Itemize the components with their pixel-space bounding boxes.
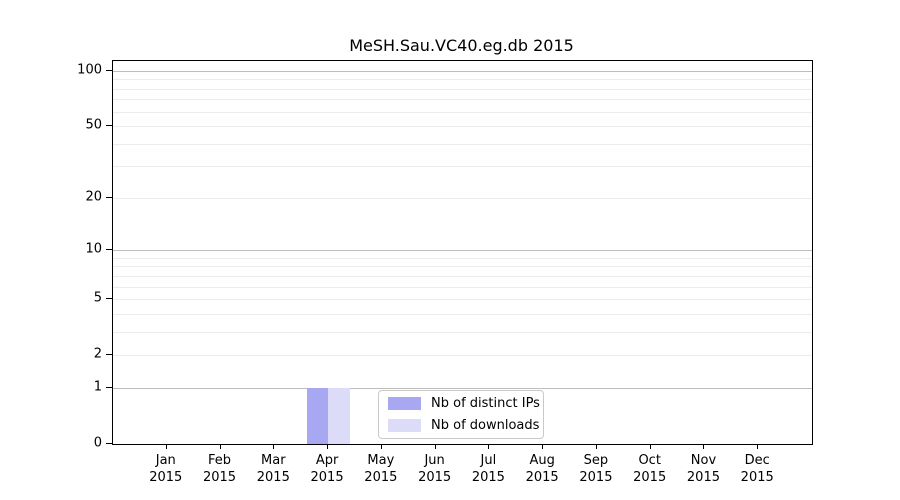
x-tick-year: 2015 [149, 470, 183, 485]
x-tick-label: Jun 2015 [418, 452, 451, 486]
legend-item: Nb of distinct IPs [388, 396, 540, 411]
x-tick-month: Nov [690, 453, 717, 468]
minor-gridline [113, 313, 812, 315]
legend: Nb of distinct IPs Nb of downloads [378, 390, 544, 439]
x-tick-label: Nov 2015 [687, 452, 720, 486]
y-tick-label: 2 [93, 346, 102, 362]
x-tick-year: 2015 [579, 470, 613, 485]
minor-gridline [113, 79, 812, 81]
legend-swatch [388, 419, 421, 432]
x-tick-label: Apr 2015 [311, 452, 344, 486]
minor-gridline [113, 99, 812, 101]
x-tick-month: Sep [583, 453, 609, 468]
x-tick-mark [327, 444, 329, 449]
x-tick-year: 2015 [256, 470, 290, 485]
x-tick-label: Mar 2015 [257, 452, 290, 486]
y-tick-mark [106, 354, 112, 356]
bar-downloads [328, 387, 350, 444]
y-tick-label: 5 [93, 290, 102, 306]
minor-gridline [113, 266, 812, 268]
x-tick-mark [434, 444, 436, 449]
y-tick-mark [106, 69, 112, 71]
y-tick-mark [106, 196, 112, 198]
legend-swatch [388, 397, 421, 410]
minor-gridline [113, 331, 812, 333]
x-tick-month: May [367, 453, 395, 468]
y-tick-label: 1 [93, 379, 102, 395]
x-tick-year: 2015 [686, 470, 720, 485]
x-tick-label: Jan 2015 [149, 452, 182, 486]
x-tick-label: May 2015 [364, 452, 397, 486]
minor-gridline [113, 166, 812, 168]
x-tick-year: 2015 [740, 470, 774, 485]
y-tick-label: 0 [93, 435, 102, 451]
x-tick-month: Oct [638, 453, 661, 468]
x-tick-month: Mar [261, 453, 286, 468]
y-tick-mark [106, 249, 112, 251]
x-tick-month: Aug [529, 453, 555, 468]
x-tick-mark [165, 444, 167, 449]
y-tick-label: 50 [85, 117, 102, 133]
x-tick-year: 2015 [633, 470, 667, 485]
x-tick-label: Jul 2015 [472, 452, 505, 486]
y-tick-mark [106, 125, 112, 127]
minor-gridline [113, 275, 812, 277]
y-tick-label: 20 [85, 189, 102, 205]
minor-gridline [113, 197, 812, 199]
x-tick-year: 2015 [471, 470, 505, 485]
x-tick-mark [595, 444, 597, 449]
x-tick-label: Aug 2015 [526, 452, 559, 486]
x-tick-mark [380, 444, 382, 449]
x-tick-mark [273, 444, 275, 449]
x-tick-mark [649, 444, 651, 449]
x-tick-month: Apr [315, 453, 339, 468]
minor-gridline [113, 143, 812, 145]
x-tick-year: 2015 [525, 470, 559, 485]
x-tick-mark [757, 444, 759, 449]
y-tick-mark [106, 298, 112, 300]
legend-item: Nb of downloads [388, 418, 539, 433]
major-gridline [113, 70, 812, 72]
chart-title: MeSH.Sau.VC40.eg.db 2015 [349, 36, 574, 55]
x-tick-label: Sep 2015 [579, 452, 612, 486]
x-tick-label: Dec 2015 [741, 452, 774, 486]
y-tick-label: 10 [85, 241, 102, 257]
minor-gridline [113, 111, 812, 113]
legend-label: Nb of distinct IPs [431, 396, 540, 411]
minor-gridline [113, 88, 812, 90]
y-tick-label: 100 [77, 62, 102, 78]
x-tick-year: 2015 [364, 470, 398, 485]
x-tick-month: Feb [208, 453, 232, 468]
major-gridline [113, 387, 812, 389]
bar-distinct-ips [306, 387, 329, 444]
x-tick-mark [542, 444, 544, 449]
y-tick-mark [106, 386, 112, 388]
x-tick-year: 2015 [310, 470, 344, 485]
minor-gridline [113, 355, 812, 357]
minor-gridline [113, 299, 812, 301]
minor-gridline [113, 257, 812, 259]
x-tick-label: Oct 2015 [633, 452, 666, 486]
minor-gridline [113, 286, 812, 288]
x-tick-month: Jul [480, 453, 497, 468]
x-tick-label: Feb 2015 [203, 452, 236, 486]
plot-area [112, 60, 813, 445]
x-tick-mark [703, 444, 705, 449]
x-tick-mark [488, 444, 490, 449]
x-tick-month: Jun [424, 453, 445, 468]
x-tick-year: 2015 [202, 470, 237, 485]
x-tick-month: Dec [744, 453, 770, 468]
x-tick-mark [219, 444, 221, 449]
y-tick-mark [106, 443, 112, 444]
x-tick-year: 2015 [418, 470, 452, 485]
major-gridline [113, 250, 812, 252]
minor-gridline [113, 126, 812, 128]
x-tick-month: Jan [155, 453, 176, 468]
legend-label: Nb of downloads [431, 418, 540, 433]
